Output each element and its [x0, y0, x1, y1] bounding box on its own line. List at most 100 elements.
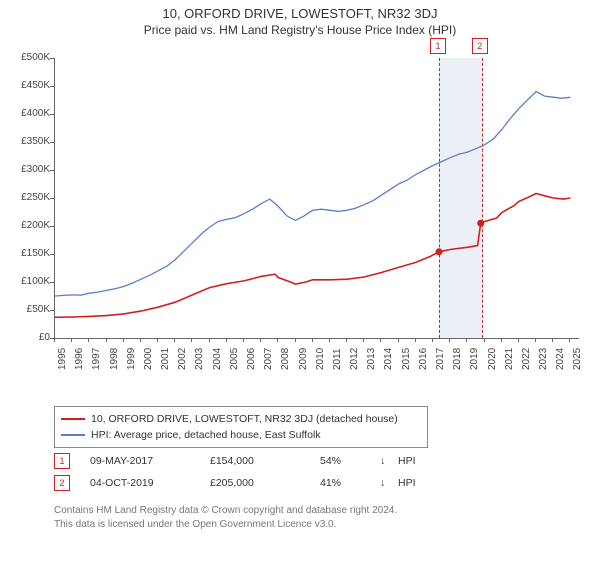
- sale-number-badge: 1: [54, 453, 70, 469]
- x-tick-mark: [123, 338, 124, 342]
- y-tick-label: £150K: [6, 248, 50, 259]
- x-tick-mark: [518, 338, 519, 342]
- x-tick-mark: [432, 338, 433, 342]
- x-tick-mark: [466, 338, 467, 342]
- y-tick-label: £350K: [6, 136, 50, 147]
- x-tick-mark: [449, 338, 450, 342]
- x-tick-mark: [157, 338, 158, 342]
- legend-label: 10, ORFORD DRIVE, LOWESTOFT, NR32 3DJ (d…: [91, 413, 398, 425]
- x-tick-label: 2023: [538, 348, 549, 370]
- x-tick-mark: [569, 338, 570, 342]
- sale-hpi-suffix: HPI: [398, 455, 438, 467]
- x-tick-label: 1997: [91, 348, 102, 370]
- x-tick-mark: [484, 338, 485, 342]
- y-tick-label: £200K: [6, 220, 50, 231]
- x-tick-label: 2025: [572, 348, 583, 370]
- y-tick-label: £500K: [6, 52, 50, 63]
- x-tick-mark: [191, 338, 192, 342]
- y-tick-label: £400K: [6, 108, 50, 119]
- y-tick-mark: [50, 58, 54, 59]
- x-tick-label: 2017: [435, 348, 446, 370]
- sales-table: 109-MAY-2017£154,00054%↓HPI 2 04-OCT-2019£…: [54, 450, 438, 494]
- chart-title-address: 10, ORFORD DRIVE, LOWESTOFT, NR32 3DJ: [0, 6, 600, 21]
- legend-swatch: [61, 418, 85, 420]
- plot-area: [54, 58, 579, 339]
- x-tick-mark: [209, 338, 210, 342]
- x-tick-mark: [346, 338, 347, 342]
- sale-row: 2 04-OCT-2019£205,00041%↓HPI: [54, 472, 438, 494]
- sale-price: £154,000: [210, 455, 320, 467]
- sale-pct-vs-hpi: 41%: [320, 477, 380, 489]
- sale-price: £205,000: [210, 477, 320, 489]
- x-tick-mark: [295, 338, 296, 342]
- x-tick-label: 1996: [74, 348, 85, 370]
- x-tick-label: 1999: [126, 348, 137, 370]
- x-tick-mark: [552, 338, 553, 342]
- x-tick-mark: [71, 338, 72, 342]
- legend-swatch: [61, 434, 85, 436]
- y-tick-mark: [50, 310, 54, 311]
- down-arrow-icon: ↓: [380, 455, 398, 467]
- x-tick-mark: [243, 338, 244, 342]
- y-tick-mark: [50, 254, 54, 255]
- x-tick-label: 2013: [366, 348, 377, 370]
- x-tick-mark: [88, 338, 89, 342]
- chart-container: 10, ORFORD DRIVE, LOWESTOFT, NR32 3DJ Pr…: [0, 6, 600, 566]
- x-tick-mark: [363, 338, 364, 342]
- x-tick-label: 2024: [555, 348, 566, 370]
- sale-date: 04-OCT-2019: [90, 477, 210, 489]
- sale-dot: [436, 248, 443, 255]
- x-tick-mark: [398, 338, 399, 342]
- x-tick-label: 2004: [212, 348, 223, 370]
- chart-svg: [55, 58, 579, 338]
- y-tick-mark: [50, 226, 54, 227]
- x-tick-label: 1998: [109, 348, 120, 370]
- x-tick-mark: [329, 338, 330, 342]
- x-tick-label: 2002: [177, 348, 188, 370]
- x-tick-mark: [501, 338, 502, 342]
- chart-area: £0£50K£100K£150K£200K£250K£300K£350K£400…: [8, 50, 592, 390]
- sale-number-badge: 2: [54, 475, 70, 491]
- sale-hpi-suffix: HPI: [398, 477, 438, 489]
- x-tick-mark: [174, 338, 175, 342]
- y-tick-mark: [50, 114, 54, 115]
- x-tick-label: 2005: [229, 348, 240, 370]
- down-arrow-icon: ↓: [380, 477, 398, 489]
- sale-pct-vs-hpi: 54%: [320, 455, 380, 467]
- y-tick-label: £450K: [6, 80, 50, 91]
- x-tick-label: 2000: [143, 348, 154, 370]
- x-tick-label: 2012: [349, 348, 360, 370]
- x-tick-label: 2014: [383, 348, 394, 370]
- x-tick-label: 2006: [246, 348, 257, 370]
- x-tick-label: 2016: [418, 348, 429, 370]
- x-tick-label: 2015: [401, 348, 412, 370]
- x-tick-label: 2018: [452, 348, 463, 370]
- copyright-footer: Contains HM Land Registry data © Crown c…: [54, 504, 397, 531]
- x-tick-label: 2010: [315, 348, 326, 370]
- x-tick-mark: [380, 338, 381, 342]
- sale-marker-1: 1: [430, 38, 446, 54]
- x-tick-mark: [106, 338, 107, 342]
- x-tick-mark: [260, 338, 261, 342]
- x-tick-mark: [54, 338, 55, 342]
- footer-line-2: This data is licensed under the Open Gov…: [54, 518, 397, 532]
- y-tick-label: £50K: [6, 304, 50, 315]
- y-tick-label: £250K: [6, 192, 50, 203]
- y-tick-label: £300K: [6, 164, 50, 175]
- x-tick-label: 2009: [298, 348, 309, 370]
- x-tick-label: 2008: [280, 348, 291, 370]
- sale-dot: [477, 220, 484, 227]
- legend: 10, ORFORD DRIVE, LOWESTOFT, NR32 3DJ (d…: [54, 406, 428, 448]
- x-tick-mark: [415, 338, 416, 342]
- x-tick-label: 2019: [469, 348, 480, 370]
- x-tick-mark: [226, 338, 227, 342]
- sale-marker-2: 2: [472, 38, 488, 54]
- x-tick-mark: [140, 338, 141, 342]
- x-tick-mark: [312, 338, 313, 342]
- y-tick-mark: [50, 282, 54, 283]
- x-tick-label: 2003: [194, 348, 205, 370]
- sale-row: 109-MAY-2017£154,00054%↓HPI: [54, 450, 438, 472]
- x-tick-label: 2020: [487, 348, 498, 370]
- y-tick-mark: [50, 170, 54, 171]
- legend-item: 10, ORFORD DRIVE, LOWESTOFT, NR32 3DJ (d…: [61, 411, 421, 427]
